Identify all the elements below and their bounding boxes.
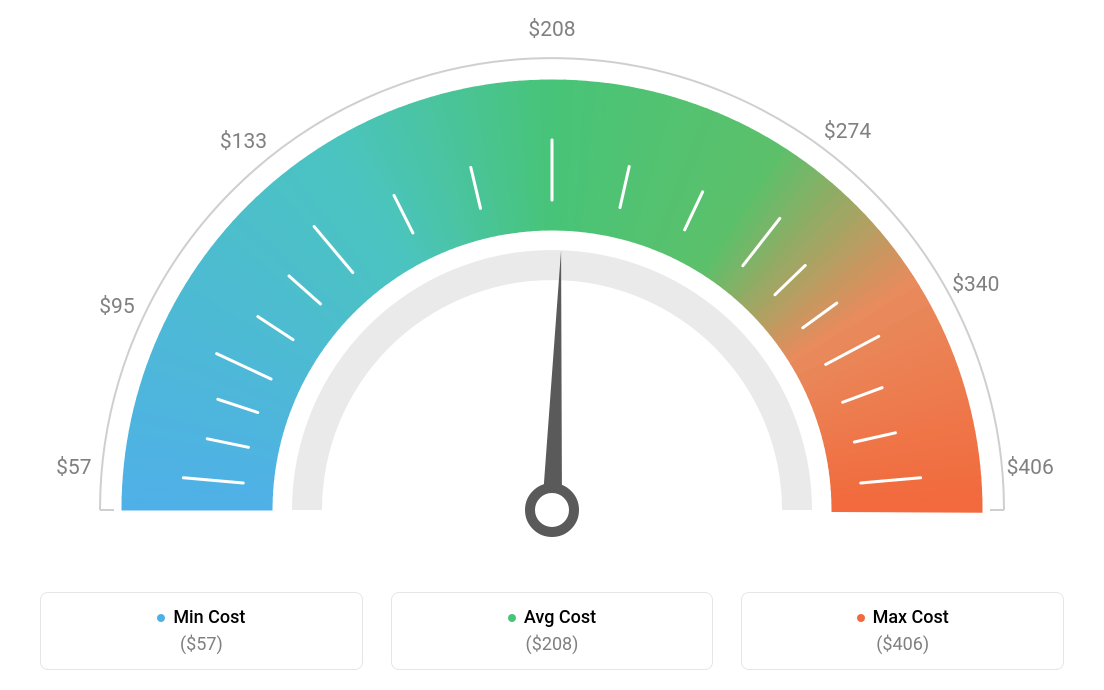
legend-card-max: Max Cost ($406)	[741, 592, 1064, 670]
legend-dot-min	[157, 614, 165, 622]
legend-value-avg: ($208)	[526, 634, 579, 655]
gauge-tick-label: $406	[1007, 456, 1054, 480]
legend-row: Min Cost ($57) Avg Cost ($208) Max Cost …	[40, 592, 1064, 670]
legend-card-avg: Avg Cost ($208)	[391, 592, 714, 670]
gauge-tick-label: $57	[56, 456, 91, 480]
gauge-chart: $57 $95 $133 $208 $274 $340 $406	[0, 0, 1104, 560]
legend-title-max: Max Cost	[857, 607, 949, 628]
legend-value-min: ($57)	[180, 634, 223, 655]
gauge-tick-label: $340	[952, 273, 999, 297]
gauge-tick-label: $133	[220, 130, 267, 154]
legend-label-max: Max Cost	[873, 607, 949, 628]
legend-dot-avg	[508, 614, 516, 622]
legend-label-avg: Avg Cost	[524, 607, 596, 628]
chart-container: $57 $95 $133 $208 $274 $340 $406 Min Cost ($57…	[0, 0, 1104, 690]
legend-title-avg: Avg Cost	[508, 607, 596, 628]
gauge-tick-label: $208	[528, 18, 575, 42]
gauge-tick-label: $95	[99, 295, 134, 319]
legend-value-max: ($406)	[876, 634, 929, 655]
legend-title-min: Min Cost	[157, 607, 245, 628]
legend-card-min: Min Cost ($57)	[40, 592, 363, 670]
legend-dot-max	[857, 614, 865, 622]
gauge-tick-label: $274	[824, 120, 871, 144]
legend-label-min: Min Cost	[173, 607, 245, 628]
